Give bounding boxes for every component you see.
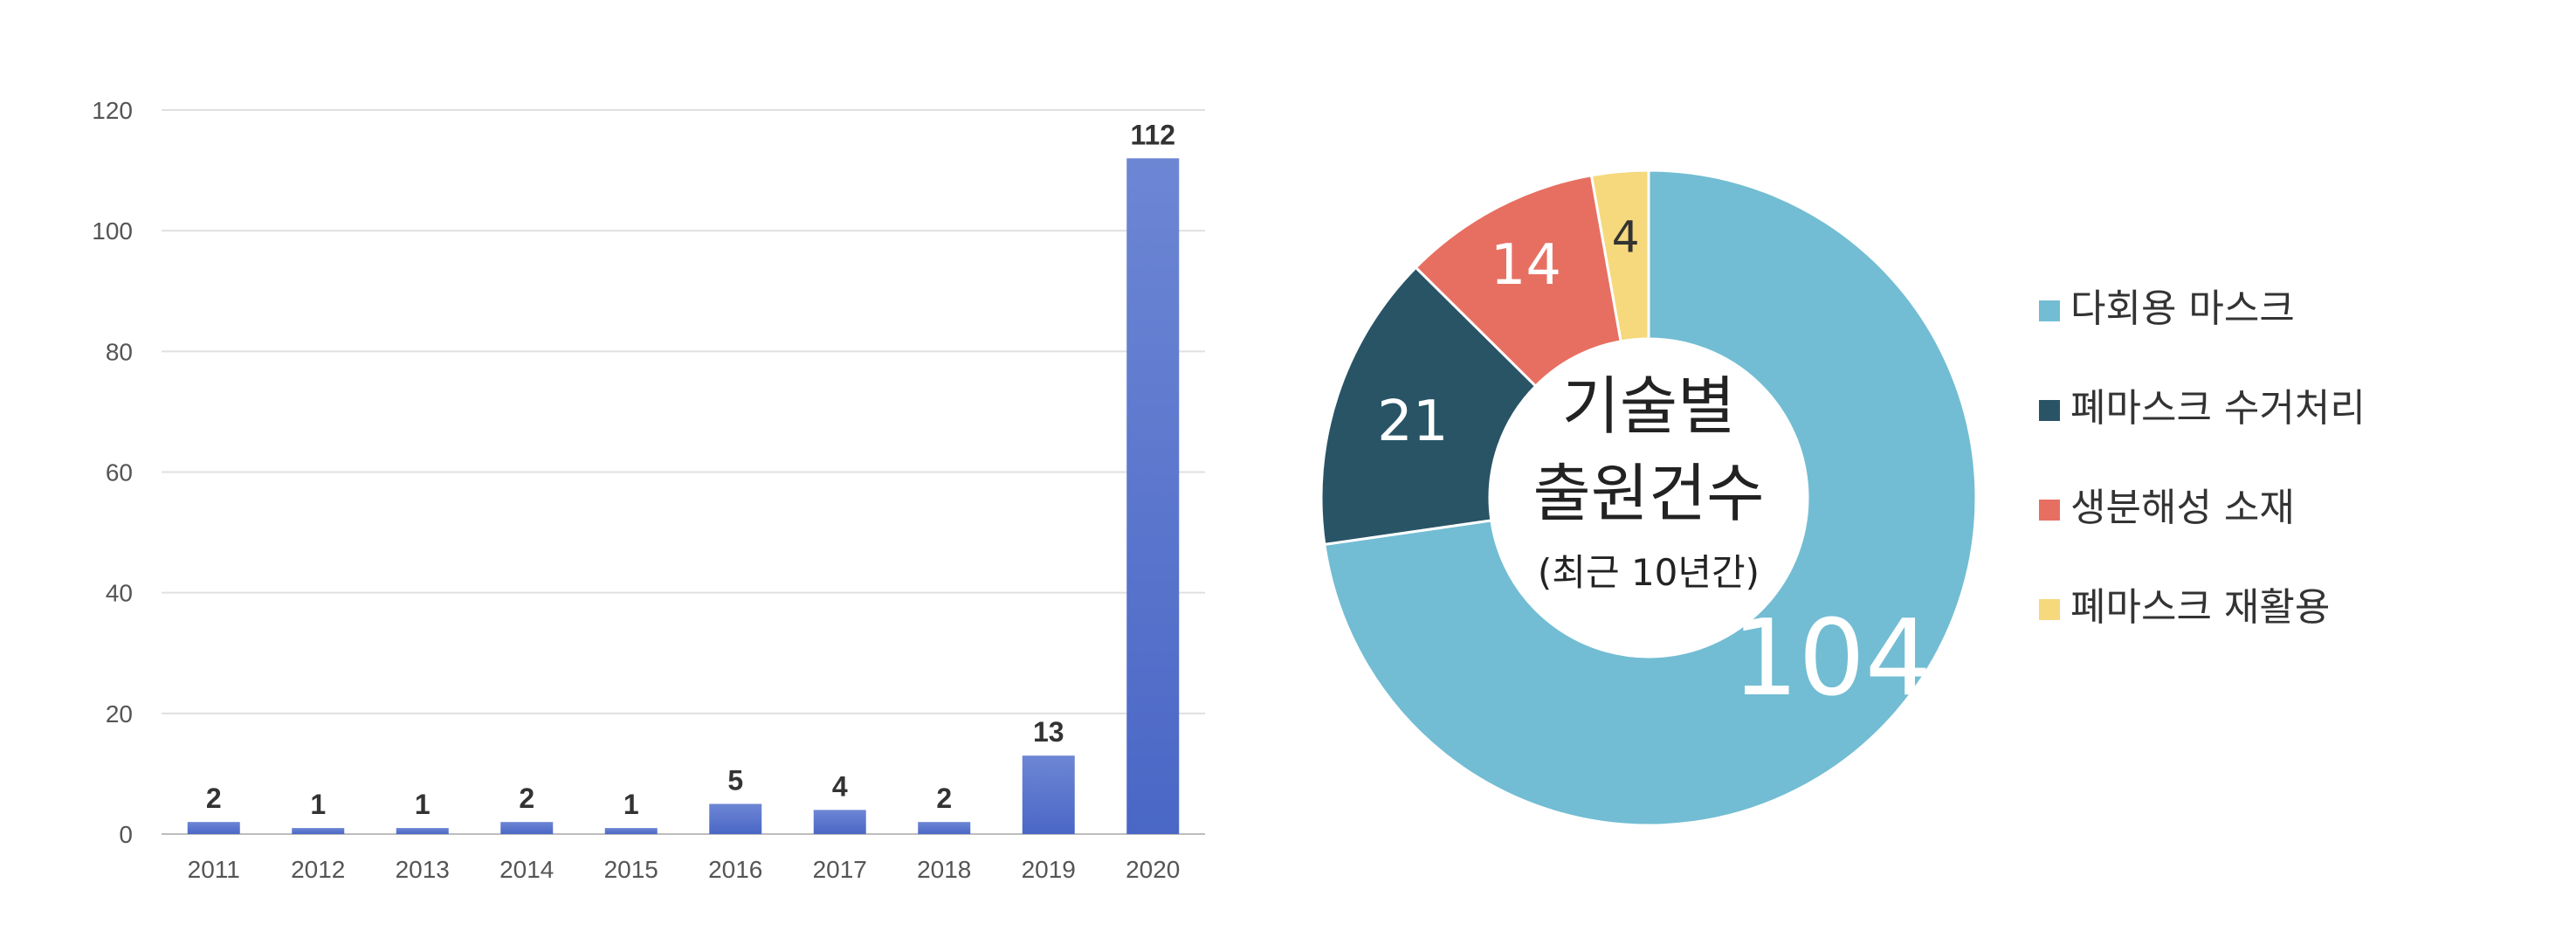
x-tick-label: 2020	[1126, 856, 1180, 883]
slice-value-label: 14	[1491, 233, 1561, 298]
y-tick-label: 40	[106, 580, 133, 607]
bar-value-label: 4	[832, 770, 848, 802]
bar-value-label: 1	[623, 789, 639, 820]
legend-swatch	[2039, 300, 2060, 321]
bar	[918, 822, 971, 834]
bar	[709, 804, 762, 834]
bar	[187, 822, 240, 834]
donut-center-label: 기술별 출원건수 (최근 10년간)	[1533, 369, 1765, 594]
bar-value-label: 13	[1033, 716, 1064, 748]
bar	[500, 822, 554, 834]
donut-slice	[1414, 174, 1622, 389]
x-tick-label: 2012	[291, 856, 345, 883]
y-tick-label: 80	[106, 338, 133, 365]
x-tick-label: 2011	[188, 856, 240, 883]
bar	[396, 828, 449, 834]
donut-hole	[1491, 340, 1807, 656]
legend-label: 폐마스크 수거처리	[2070, 386, 2366, 431]
bar-value-label: 112	[1130, 119, 1175, 150]
bar-value-label: 2	[519, 783, 534, 814]
y-tick-label: 60	[106, 459, 133, 486]
center-title-line1: 기술별	[1562, 369, 1736, 443]
bar	[1126, 158, 1180, 834]
x-tick-label: 2018	[917, 856, 971, 883]
bar-chart: 0 20 40 60 80 100 120 2 2011 1 2012 1 2013 2 2014 1 2015…	[92, 97, 1205, 883]
x-tick-label: 2017	[813, 856, 867, 883]
y-tick-label: 20	[106, 700, 133, 728]
legend-swatch	[2039, 400, 2060, 421]
bar	[1022, 755, 1075, 834]
x-tick-label: 2015	[604, 856, 658, 883]
y-tick-label: 120	[92, 97, 133, 124]
y-tick-label: 100	[92, 217, 133, 245]
bar	[604, 828, 658, 834]
legend-label: 생분해성 소재	[2070, 486, 2295, 530]
donut-slice	[1323, 169, 1978, 827]
bar	[292, 828, 345, 834]
donut-chart: 104 21 14 4	[1319, 169, 1978, 827]
bar-value-label: 2	[206, 783, 222, 814]
legend-label: 폐마스크 재활용	[2070, 585, 2330, 630]
y-tick-label: 0	[119, 821, 133, 848]
center-title-line2: 출원건수	[1533, 457, 1765, 530]
bar-value-label: 2	[936, 783, 952, 814]
donut-slice	[1319, 266, 1538, 547]
center-subtitle: (최근 10년간)	[1538, 551, 1760, 594]
bar-value-label: 5	[727, 764, 743, 796]
legend-swatch	[2039, 500, 2060, 521]
bar	[813, 810, 866, 834]
legend-label: 다회용 마스크	[2070, 286, 2295, 331]
x-tick-label: 2019	[1022, 856, 1076, 883]
bar-value-label: 1	[310, 789, 326, 820]
x-tick-label: 2014	[499, 856, 554, 883]
x-tick-label: 2016	[708, 856, 762, 883]
x-tick-label: 2013	[396, 856, 450, 883]
slice-value-label: 4	[1612, 212, 1640, 263]
legend-swatch	[2039, 599, 2060, 620]
donut-slice	[1589, 169, 1650, 343]
slice-value-label: 104	[1732, 598, 1932, 720]
slice-value-label: 21	[1377, 390, 1448, 454]
bar-value-label: 1	[415, 789, 430, 820]
